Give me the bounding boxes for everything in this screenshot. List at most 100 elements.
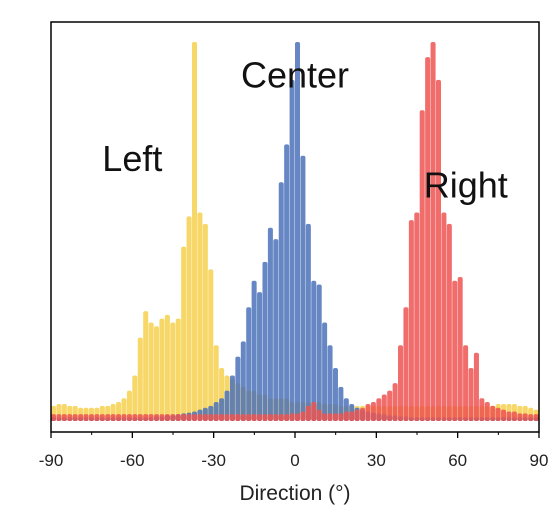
- bar-right--84: [67, 414, 73, 421]
- bar-left--54: [148, 322, 154, 421]
- bar-right--28: [219, 414, 225, 421]
- bar-right--76: [88, 414, 94, 421]
- bar-right-62: [463, 345, 469, 421]
- bar-center-2: [300, 155, 306, 421]
- bar-left--56: [143, 311, 149, 421]
- bar-right-84: [522, 413, 528, 421]
- bar-center--4: [284, 144, 290, 421]
- bar-right-26: [365, 403, 371, 421]
- bar-right--90: [51, 414, 57, 421]
- bar-right-10: [322, 413, 328, 421]
- bar-right--24: [229, 414, 235, 421]
- bar-right-18: [343, 411, 349, 421]
- bar-center--12: [262, 261, 268, 421]
- bar-right--48: [164, 414, 170, 421]
- bar-center--24: [229, 375, 235, 421]
- bar-right-52: [435, 79, 441, 422]
- bar-center--18: [246, 307, 252, 421]
- bar-right--22: [235, 414, 241, 421]
- bar-right-22: [354, 409, 360, 421]
- bar-right--20: [240, 414, 246, 421]
- bar-center-12: [327, 345, 333, 421]
- bar-right-78: [506, 411, 512, 421]
- bar-right-60: [457, 276, 463, 421]
- bar-left--36: [197, 212, 203, 421]
- bar-center-16: [338, 386, 344, 421]
- bar-left--32: [208, 269, 214, 421]
- annotation-center: Center: [241, 54, 349, 95]
- bar-right--58: [137, 414, 143, 421]
- bar-center--20: [240, 341, 246, 421]
- bar-center-8: [316, 284, 322, 421]
- bar-right--2: [289, 413, 295, 421]
- bar-right--66: [116, 414, 122, 421]
- bar-right-76: [501, 409, 507, 421]
- bar-right--42: [181, 414, 187, 421]
- bar-right--38: [191, 414, 197, 421]
- x-axis-title: Direction (°): [239, 482, 350, 505]
- bar-right-46: [419, 110, 425, 421]
- bar-center--2: [289, 79, 295, 422]
- bar-right--8: [273, 414, 279, 421]
- bar-right-6: [311, 402, 317, 421]
- bar-right-66: [473, 352, 479, 421]
- x-tick-label: 0: [290, 451, 299, 470]
- bar-right-36: [392, 383, 398, 421]
- bar-right-28: [370, 402, 376, 421]
- bar-left--48: [164, 314, 170, 421]
- bar-right-64: [468, 367, 474, 421]
- bar-right-38: [398, 345, 404, 421]
- bar-right--72: [99, 414, 105, 421]
- bar-right-82: [517, 413, 523, 421]
- bar-right--70: [105, 414, 111, 421]
- bar-left--58: [137, 337, 143, 421]
- bar-center-4: [305, 223, 311, 421]
- bar-right--80: [78, 414, 84, 421]
- bar-left--40: [186, 216, 192, 421]
- bar-right-34: [387, 390, 393, 421]
- bar-center--22: [235, 356, 241, 421]
- bar-left--42: [181, 246, 187, 421]
- bar-center--16: [251, 280, 257, 421]
- bar-right-86: [528, 414, 534, 421]
- bar-right--64: [121, 414, 127, 421]
- bar-right-20: [349, 411, 355, 421]
- bar-right-16: [338, 413, 344, 421]
- bar-center-0: [295, 42, 301, 421]
- bar-right-8: [316, 409, 322, 421]
- x-tick-label: -30: [201, 451, 226, 470]
- bar-right-88: [533, 414, 539, 421]
- bar-right--4: [284, 414, 290, 421]
- bar-right-48: [425, 57, 431, 421]
- bar-right-72: [490, 405, 496, 421]
- x-tick-label: -90: [39, 451, 64, 470]
- bar-left--44: [175, 318, 181, 421]
- bar-right--78: [83, 414, 89, 421]
- x-axis: -90 -60 -30 0 30 60 90: [39, 432, 548, 470]
- bar-center--8: [273, 239, 279, 421]
- bar-left--62: [126, 390, 132, 421]
- bar-right--6: [278, 414, 284, 421]
- bar-center-6: [311, 280, 317, 421]
- bar-right--46: [170, 414, 176, 421]
- bar-left--34: [202, 223, 208, 421]
- bar-right--32: [208, 414, 214, 421]
- bar-left--46: [170, 322, 176, 421]
- bar-right--54: [148, 414, 154, 421]
- annotation-left: Left: [102, 138, 162, 179]
- bar-right--14: [257, 414, 263, 421]
- bar-right-2: [300, 411, 306, 421]
- bar-right--36: [197, 414, 203, 421]
- bar-right--26: [224, 414, 230, 421]
- bar-right-32: [381, 394, 387, 421]
- bar-right-68: [479, 398, 485, 421]
- bar-right-14: [332, 413, 338, 421]
- bar-right-50: [430, 42, 436, 421]
- x-tick-label: 60: [448, 451, 467, 470]
- bar-right--18: [246, 414, 252, 421]
- bar-right--10: [267, 414, 273, 421]
- bar-right-58: [452, 280, 458, 421]
- bar-left--52: [154, 326, 160, 421]
- bar-center--26: [224, 390, 230, 421]
- bar-right-30: [376, 398, 382, 421]
